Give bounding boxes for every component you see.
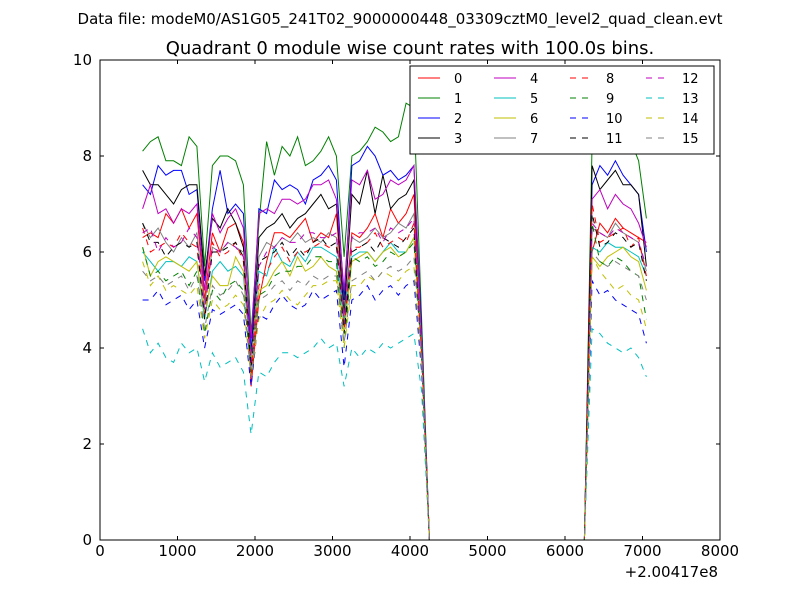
legend-label-6: 6: [530, 112, 538, 127]
x-tick-label: 1000: [158, 542, 196, 560]
series-line-3: [142, 165, 647, 541]
x-tick-label: 2000: [236, 542, 274, 560]
series-line-12: [142, 217, 647, 541]
legend-label-2: 2: [454, 112, 462, 127]
legend-label-3: 3: [454, 132, 462, 147]
x-tick-label: 5000: [468, 542, 506, 560]
series-line-14: [142, 254, 647, 541]
x-tick-label: 6000: [546, 542, 584, 560]
series-line-6: [142, 235, 647, 541]
legend-label-10: 10: [606, 112, 623, 127]
legend-box: [409, 65, 715, 155]
y-tick-label: 6: [82, 243, 92, 261]
y-tick-label: 0: [82, 531, 92, 549]
series-line-10: [142, 278, 647, 541]
x-tick-label: 3000: [313, 542, 351, 560]
legend-label-1: 1: [454, 92, 462, 107]
legend-label-9: 9: [606, 92, 614, 107]
x-tick-label: 0: [95, 542, 105, 560]
y-tick-label: 4: [82, 339, 92, 357]
x-offset-label: +2.00417e8: [625, 563, 718, 581]
series-line-11: [142, 213, 647, 541]
legend-label-4: 4: [530, 72, 538, 87]
series-line-4: [142, 163, 647, 541]
series-line-15: [142, 250, 647, 541]
legend-label-8: 8: [606, 72, 614, 87]
series-line-13: [142, 327, 647, 541]
legend-label-7: 7: [530, 132, 538, 147]
series-line-2: [142, 145, 647, 541]
y-tick-label: 10: [73, 51, 92, 69]
series-line-0: [142, 194, 647, 541]
y-tick-label: 2: [82, 435, 92, 453]
legend-label-0: 0: [454, 72, 462, 87]
x-tick-label: 8000: [701, 542, 739, 560]
series-layer: [142, 102, 647, 541]
x-tick-label: 7000: [623, 542, 661, 560]
y-tick-label: 8: [82, 147, 92, 165]
legend-label-12: 12: [682, 72, 699, 87]
series-line-1: [142, 102, 647, 541]
x-tick-label: 4000: [391, 542, 429, 560]
legend-label-13: 13: [682, 92, 699, 107]
legend-label-5: 5: [530, 92, 538, 107]
series-line-9: [142, 223, 647, 541]
legend-label-15: 15: [682, 132, 699, 147]
series-line-7: [142, 211, 647, 541]
figure-suptitle: Data file: modeM0/AS1G05_241T02_90000004…: [78, 10, 723, 29]
chart-title: Quadrant 0 module wise count rates with …: [166, 38, 655, 59]
legend-label-11: 11: [606, 132, 623, 147]
legend-label-14: 14: [682, 112, 699, 127]
